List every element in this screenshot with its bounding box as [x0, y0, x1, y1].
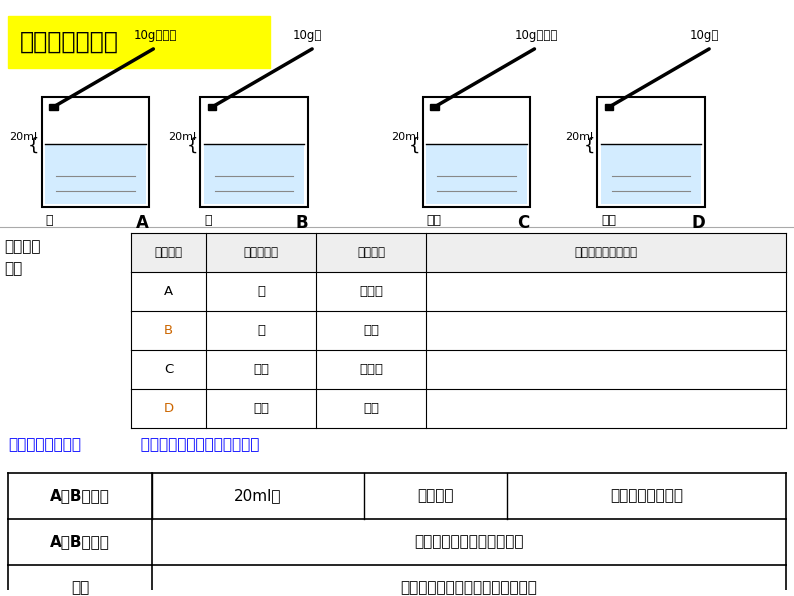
Text: 结论: 结论 — [71, 581, 89, 595]
Text: 20ml: 20ml — [10, 132, 37, 142]
Text: 水: 水 — [257, 285, 265, 298]
Text: 学案部分
内容: 学案部分 内容 — [4, 239, 40, 277]
Text: A: A — [164, 285, 173, 298]
Text: 物质的性质是否影响物质溶解: 物质的性质是否影响物质溶解 — [131, 437, 260, 452]
Bar — [8, 565, 786, 596]
Bar — [200, 97, 308, 207]
Text: A与B不同点: A与B不同点 — [50, 535, 110, 550]
Text: B: B — [295, 214, 307, 232]
Text: 实验编号: 实验编号 — [155, 246, 183, 259]
Text: 20ml: 20ml — [565, 132, 593, 142]
Text: 放入固体物质质量: 放入固体物质质量 — [611, 488, 684, 504]
Text: 水: 水 — [45, 214, 53, 226]
Bar — [426, 144, 527, 204]
Bar — [203, 144, 305, 204]
Bar — [41, 97, 149, 207]
Text: 20ml水: 20ml水 — [234, 488, 281, 504]
Bar — [131, 272, 786, 311]
Text: 20ml: 20ml — [391, 132, 419, 142]
Bar — [8, 473, 786, 519]
Text: 硝酸钾: 硝酸钾 — [360, 363, 384, 376]
Bar — [8, 519, 786, 565]
Text: 固体物质种类不同（性质）: 固体物质种类不同（性质） — [414, 535, 524, 550]
Text: {: { — [187, 136, 198, 154]
Text: 温度相同: 温度相同 — [418, 488, 453, 504]
Text: {: { — [584, 136, 596, 154]
Text: 物质溶解的因素之一是物质的性质: 物质溶解的因素之一是物质的性质 — [400, 581, 538, 595]
Text: A与B相同点: A与B相同点 — [50, 488, 110, 504]
Bar — [422, 97, 530, 207]
Text: C: C — [518, 214, 530, 232]
Text: {: { — [28, 136, 39, 154]
Bar — [208, 104, 217, 110]
Bar — [131, 311, 786, 350]
Bar — [430, 104, 439, 110]
Text: 10g硝酸钾: 10g硝酸钾 — [515, 29, 558, 42]
Text: 酒精: 酒精 — [601, 214, 616, 226]
Bar — [49, 104, 58, 110]
Bar — [605, 104, 614, 110]
Text: C: C — [164, 363, 173, 376]
Text: B: B — [164, 324, 173, 337]
Text: 20ml: 20ml — [168, 132, 196, 142]
FancyBboxPatch shape — [8, 16, 270, 68]
Text: 水: 水 — [205, 214, 212, 226]
Text: 放入物质: 放入物质 — [357, 246, 385, 259]
Text: 热水: 热水 — [253, 363, 269, 376]
Bar — [131, 233, 786, 272]
Text: 对比实验分析一：: 对比实验分析一： — [8, 437, 81, 452]
Text: 10g硝酸钾: 10g硝酸钾 — [133, 29, 177, 42]
Text: 硝酸钾: 硝酸钾 — [360, 285, 384, 298]
Text: 烧杯中物质: 烧杯中物质 — [244, 246, 279, 259]
Text: D: D — [692, 214, 705, 232]
Bar — [597, 97, 705, 207]
Text: 搅拌后固体是否消失: 搅拌后固体是否消失 — [575, 246, 638, 259]
Text: 蔗糖: 蔗糖 — [364, 402, 380, 415]
Text: D: D — [164, 402, 174, 415]
Text: 蔗糖: 蔗糖 — [364, 324, 380, 337]
Bar — [131, 350, 786, 389]
Bar — [44, 144, 146, 204]
Bar — [131, 389, 786, 428]
Text: 学生探究实验一: 学生探究实验一 — [20, 30, 119, 54]
Text: 热水: 热水 — [427, 214, 441, 226]
Text: 水: 水 — [257, 324, 265, 337]
Text: A: A — [136, 214, 149, 232]
Bar — [600, 144, 701, 204]
Text: 酒精: 酒精 — [253, 402, 269, 415]
Text: 10g糖: 10g糖 — [689, 29, 719, 42]
Text: 10g糖: 10g糖 — [292, 29, 322, 42]
Text: {: { — [409, 136, 421, 154]
